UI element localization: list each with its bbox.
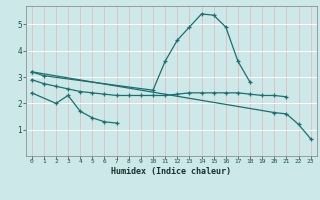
X-axis label: Humidex (Indice chaleur): Humidex (Indice chaleur) <box>111 167 231 176</box>
